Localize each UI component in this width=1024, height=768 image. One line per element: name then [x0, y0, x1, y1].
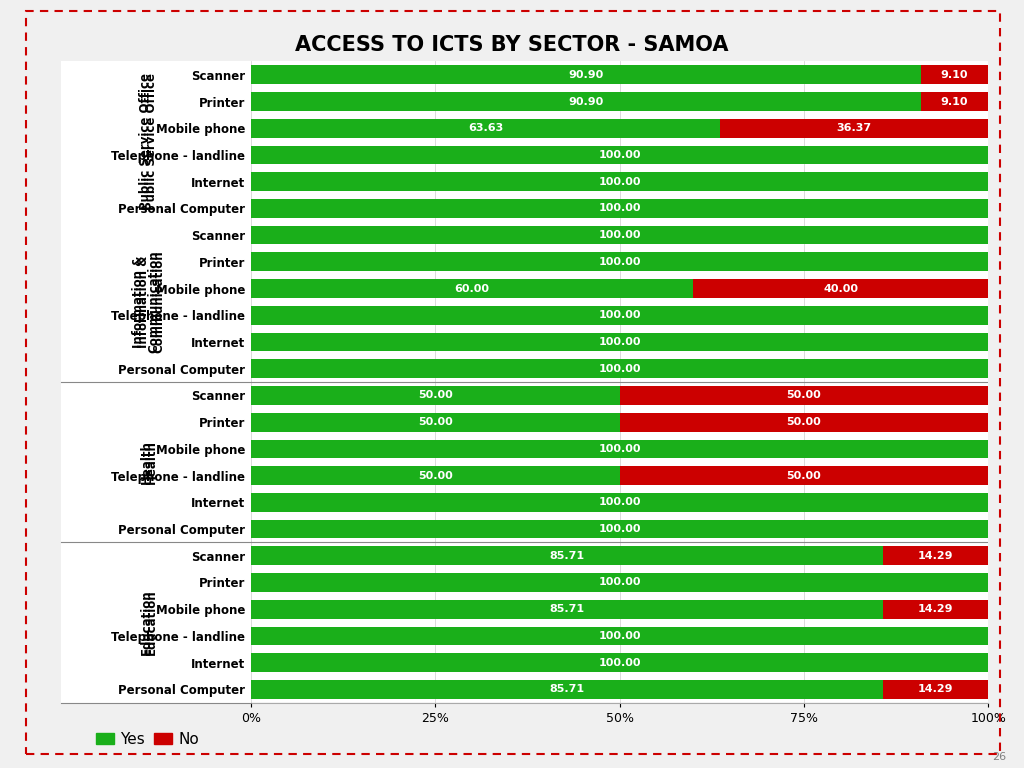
Bar [251, 439, 988, 458]
Text: 100.00: 100.00 [598, 150, 641, 160]
Text: Public Service Office: Public Service Office [144, 73, 158, 210]
Bar [921, 65, 988, 84]
Text: 90.90: 90.90 [568, 70, 603, 80]
Text: 14.29: 14.29 [918, 604, 953, 614]
Bar [251, 413, 620, 432]
Text: 100.00: 100.00 [598, 657, 641, 667]
Text: 100.00: 100.00 [598, 257, 641, 266]
Bar [251, 680, 883, 699]
Text: 36.37: 36.37 [837, 123, 871, 133]
Text: 100.00: 100.00 [598, 310, 641, 320]
Text: 100.00: 100.00 [598, 204, 641, 214]
Legend: Yes, No: Yes, No [89, 726, 206, 753]
Text: 50.00: 50.00 [786, 417, 821, 427]
Bar [251, 172, 988, 191]
Bar [921, 92, 988, 111]
Text: 14.29: 14.29 [918, 684, 953, 694]
Text: 63.63: 63.63 [468, 123, 503, 133]
Text: 50.00: 50.00 [786, 390, 821, 400]
Text: 50.00: 50.00 [786, 471, 821, 481]
Text: 100.00: 100.00 [598, 230, 641, 240]
Text: 85.71: 85.71 [549, 684, 585, 694]
Bar [251, 306, 988, 325]
Bar [251, 573, 988, 592]
Bar [251, 493, 988, 511]
Bar [251, 119, 720, 137]
Text: 100.00: 100.00 [598, 498, 641, 508]
Text: 50.00: 50.00 [418, 417, 453, 427]
Bar [251, 654, 988, 672]
Bar [693, 280, 988, 298]
Bar [251, 520, 988, 538]
Text: 100.00: 100.00 [598, 444, 641, 454]
Bar [883, 600, 988, 618]
Text: 14.29: 14.29 [918, 551, 953, 561]
Bar [251, 146, 988, 164]
Text: Health: Health [139, 440, 153, 484]
Text: Information &
Communication: Information & Communication [132, 250, 160, 353]
Bar [251, 359, 988, 378]
Bar [251, 546, 883, 565]
Bar [883, 546, 988, 565]
Bar [251, 226, 988, 244]
Text: 50.00: 50.00 [418, 471, 453, 481]
Text: 100.00: 100.00 [598, 337, 641, 347]
Bar [251, 627, 988, 645]
Bar [251, 65, 921, 84]
Text: 40.00: 40.00 [823, 283, 858, 293]
Bar [251, 466, 620, 485]
Text: 100.00: 100.00 [598, 364, 641, 374]
Text: 26: 26 [992, 752, 1007, 762]
Text: ACCESS TO ICTS BY SECTOR - SAMOA: ACCESS TO ICTS BY SECTOR - SAMOA [295, 35, 729, 55]
Text: 100.00: 100.00 [598, 524, 641, 534]
Text: Public Service Office: Public Service Office [139, 73, 153, 210]
Text: 100.00: 100.00 [598, 578, 641, 588]
Text: 9.10: 9.10 [941, 97, 969, 107]
Bar [620, 466, 988, 485]
Text: 50.00: 50.00 [418, 390, 453, 400]
Bar [251, 253, 988, 271]
Bar [720, 119, 988, 137]
Text: 60.00: 60.00 [455, 283, 489, 293]
Text: Education: Education [139, 590, 153, 655]
Bar [251, 600, 883, 618]
Bar [620, 413, 988, 432]
Text: 100.00: 100.00 [598, 177, 641, 187]
Bar [883, 680, 988, 699]
Text: 100.00: 100.00 [598, 631, 641, 641]
Text: 9.10: 9.10 [941, 70, 969, 80]
Text: 85.71: 85.71 [549, 604, 585, 614]
Text: Information &
Communication: Information & Communication [137, 250, 165, 353]
Text: 85.71: 85.71 [549, 551, 585, 561]
Bar [251, 280, 693, 298]
Bar [251, 92, 921, 111]
Text: 90.90: 90.90 [568, 97, 603, 107]
Bar [620, 386, 988, 405]
Bar [251, 199, 988, 218]
Bar [251, 333, 988, 351]
Text: Health: Health [144, 440, 158, 484]
Text: Education: Education [144, 590, 158, 655]
Bar [251, 386, 620, 405]
